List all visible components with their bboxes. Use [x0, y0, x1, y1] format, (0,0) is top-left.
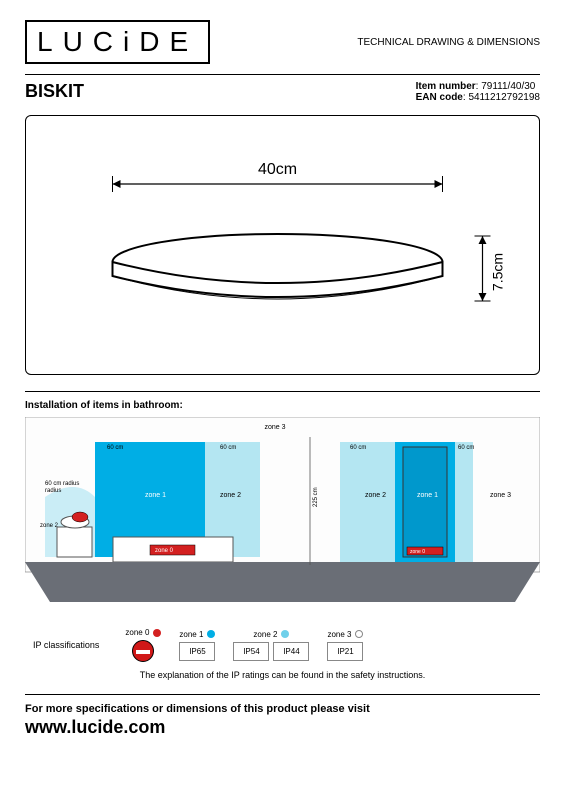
svg-text:60 cm: 60 cm — [350, 445, 366, 451]
technical-drawing: 40cm 7.5cm — [26, 116, 539, 374]
svg-text:zone 2: zone 2 — [220, 492, 241, 499]
svg-text:60 cm: 60 cm — [458, 445, 474, 451]
divider — [25, 74, 540, 75]
footer-url: www.lucide.com — [25, 717, 540, 738]
ip-legend: IP classifications zone 0 zone 1 IP65 zo… — [25, 628, 540, 662]
svg-text:zone 3: zone 3 — [264, 424, 285, 431]
svg-text:60 cm: 60 cm — [107, 445, 123, 451]
product-name: BISKIT — [25, 81, 84, 102]
no-entry-icon — [132, 640, 154, 662]
svg-text:zone 1: zone 1 — [417, 492, 438, 499]
legend-zone2: zone 2 IP54 IP44 — [233, 630, 309, 661]
svg-text:zone 0: zone 0 — [410, 549, 425, 555]
technical-drawing-frame: 40cm 7.5cm — [25, 115, 540, 375]
svg-text:zone 1: zone 1 — [145, 492, 166, 499]
svg-text:225 cm: 225 cm — [313, 487, 319, 507]
svg-text:zone 3: zone 3 — [490, 492, 511, 499]
brand-logo: LUCiDE — [25, 20, 210, 64]
svg-text:60 cm: 60 cm — [220, 445, 236, 451]
width-label: 40cm — [258, 161, 297, 178]
svg-text:zone 2: zone 2 — [365, 492, 386, 499]
product-codes: Item number: 79111/40/30 EAN code: 54112… — [416, 81, 540, 103]
height-label: 7.5cm — [490, 253, 506, 291]
svg-text:radius: radius — [45, 488, 61, 494]
installation-title: Installation of items in bathroom: — [25, 400, 540, 411]
legend-title: IP classifications — [33, 640, 99, 650]
legend-zone3: zone 3 IP21 — [327, 630, 363, 661]
legend-zone0: zone 0 — [125, 628, 161, 662]
divider — [25, 694, 540, 695]
bathroom-zones-diagram: zone 3 60 cm 60 cm 60 cm 60 cm 60 cm rad… — [25, 417, 540, 617]
footer-line: For more specifications or dimensions of… — [25, 703, 540, 715]
legend-zone1: zone 1 IP65 — [179, 630, 215, 661]
divider — [25, 391, 540, 392]
svg-text:60 cm radius: 60 cm radius — [45, 481, 79, 487]
header-subtitle: TECHNICAL DRAWING & DIMENSIONS — [357, 37, 540, 48]
svg-text:zone 2: zone 2 — [40, 523, 59, 529]
svg-text:zone 0: zone 0 — [155, 548, 174, 554]
legend-explanation: The explanation of the IP ratings can be… — [25, 670, 540, 680]
